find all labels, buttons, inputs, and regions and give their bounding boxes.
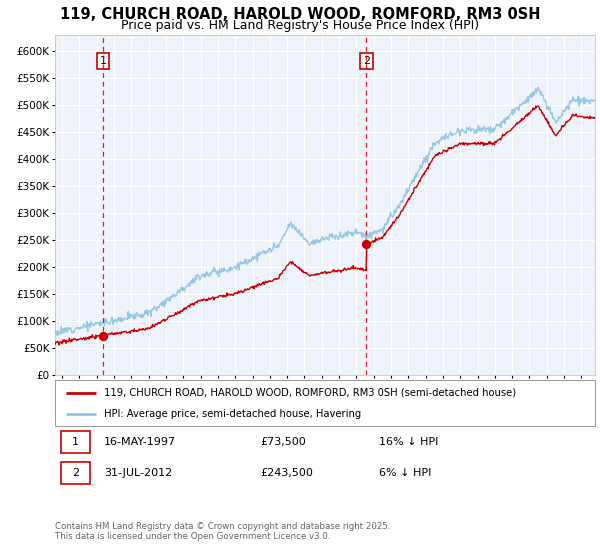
Point — [362, 239, 371, 248]
Point — [98, 331, 108, 340]
Text: 6% ↓ HPI: 6% ↓ HPI — [379, 468, 431, 478]
Text: 119, CHURCH ROAD, HAROLD WOOD, ROMFORD, RM3 0SH: 119, CHURCH ROAD, HAROLD WOOD, ROMFORD, … — [60, 7, 540, 22]
FancyBboxPatch shape — [61, 462, 90, 484]
Text: 1: 1 — [100, 56, 107, 66]
Text: 16-MAY-1997: 16-MAY-1997 — [104, 437, 176, 447]
Text: 119, CHURCH ROAD, HAROLD WOOD, ROMFORD, RM3 0SH (semi-detached house): 119, CHURCH ROAD, HAROLD WOOD, ROMFORD, … — [104, 388, 516, 398]
Text: 16% ↓ HPI: 16% ↓ HPI — [379, 437, 439, 447]
Text: 2: 2 — [72, 468, 79, 478]
Text: £243,500: £243,500 — [260, 468, 313, 478]
FancyBboxPatch shape — [61, 431, 90, 453]
Text: Contains HM Land Registry data © Crown copyright and database right 2025.
This d: Contains HM Land Registry data © Crown c… — [55, 522, 391, 542]
Text: 2: 2 — [363, 56, 370, 66]
Text: HPI: Average price, semi-detached house, Havering: HPI: Average price, semi-detached house,… — [104, 409, 361, 419]
Text: 31-JUL-2012: 31-JUL-2012 — [104, 468, 172, 478]
Text: £73,500: £73,500 — [260, 437, 306, 447]
Text: 1: 1 — [72, 437, 79, 447]
Text: Price paid vs. HM Land Registry's House Price Index (HPI): Price paid vs. HM Land Registry's House … — [121, 19, 479, 32]
